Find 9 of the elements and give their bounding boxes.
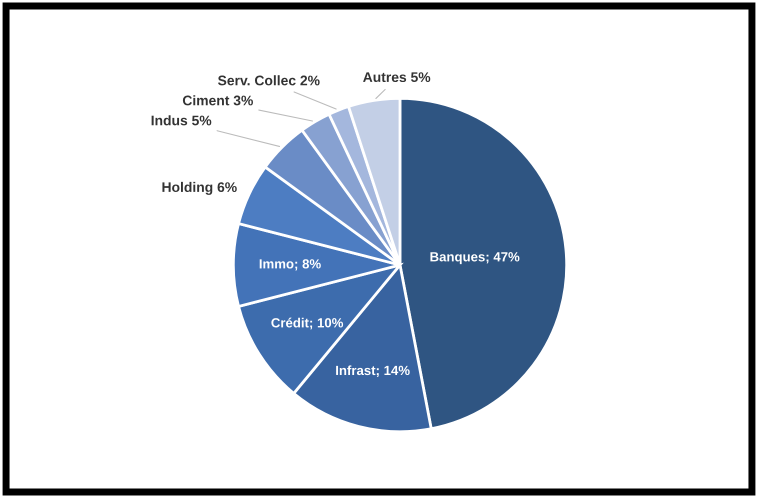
slice-label: Infrast; 14%	[336, 365, 410, 377]
slice-label: Crédit; 10%	[271, 318, 344, 330]
slice-label: Immo; 8%	[260, 259, 321, 270]
slice-label: Autres 5%	[363, 72, 430, 82]
slice-label: Indus 5%	[152, 115, 212, 126]
slice-label: Serv. Collec 2%	[218, 75, 320, 86]
slice-label: Banques; 47%	[430, 252, 520, 264]
slice-label: Ciment 3%	[182, 95, 253, 106]
slice-label: Holding 6%	[162, 182, 237, 195]
